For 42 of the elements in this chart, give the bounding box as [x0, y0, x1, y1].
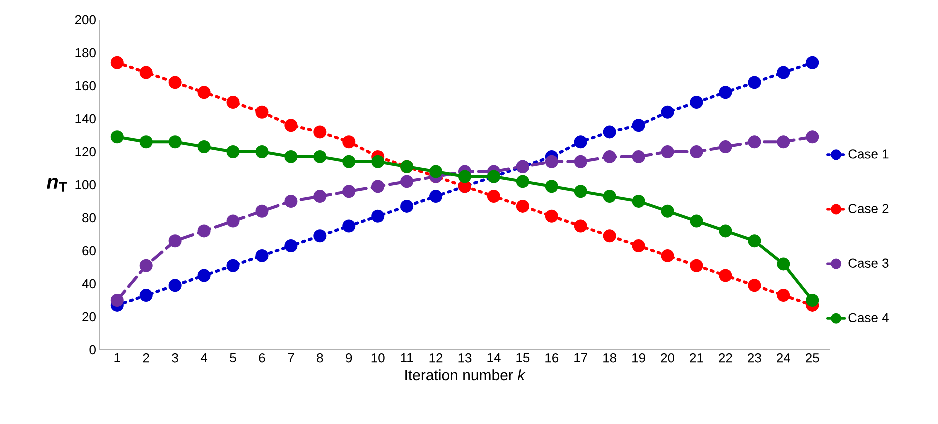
x-tick-label: 18 — [604, 354, 617, 363]
y-tick-label: 60 — [82, 246, 96, 256]
x-tick-label: 15 — [516, 354, 530, 363]
x-tick-label: 14 — [488, 354, 501, 362]
y-tick-label: 160 — [76, 81, 96, 91]
x-axis-title: Iteration number k — [406, 370, 526, 381]
x-tick-label: 12 — [430, 354, 443, 363]
y-tick-label: 0 — [90, 345, 96, 355]
x-tick-label: 24 — [777, 354, 791, 363]
x-tick-label: 2 — [143, 354, 150, 363]
y-tick-label: 80 — [82, 213, 96, 223]
legend-label: Case 1 — [848, 150, 889, 159]
x-tick-label: 21 — [690, 354, 704, 363]
x-tick-label: 19 — [632, 354, 646, 363]
y-tick-label: 140 — [76, 114, 96, 124]
legend-label: Case 4 — [848, 313, 889, 323]
x-tick-label: 5 — [230, 354, 236, 363]
x-tick-label: 7 — [288, 354, 294, 362]
x-tick-label: 13 — [458, 354, 472, 363]
x-tick-label: 3 — [172, 354, 178, 363]
y-tick-label: 100 — [76, 180, 96, 190]
y-tick-label: 120 — [76, 147, 96, 157]
x-tick-label: 23 — [748, 354, 762, 363]
y-tick-label: 20 — [82, 312, 96, 322]
legend-label: Case 2 — [848, 204, 889, 214]
x-tick-label: 6 — [259, 354, 266, 363]
x-tick-label: 16 — [546, 354, 559, 363]
x-tick-label: 22 — [719, 354, 732, 363]
x-tick-label: 10 — [372, 354, 385, 363]
x-tick-label: 20 — [661, 354, 675, 363]
y-tick-label: 200 — [75, 15, 96, 25]
y-tick-label: 40 — [82, 279, 96, 289]
x-tick-label: 11 — [401, 354, 414, 362]
x-tick-label: 9 — [346, 354, 352, 363]
x-tick-label: 8 — [317, 354, 324, 363]
x-tick-label: 25 — [806, 354, 820, 363]
y-axis-title: n$_{T}$ — [46, 178, 68, 192]
y-tick-label: 180 — [76, 48, 96, 58]
x-tick-label: 4 — [200, 354, 208, 362]
x-tick-label: 1 — [114, 354, 120, 362]
x-tick-label: 17 — [574, 354, 588, 362]
legend-label: Case 3 — [848, 258, 889, 268]
